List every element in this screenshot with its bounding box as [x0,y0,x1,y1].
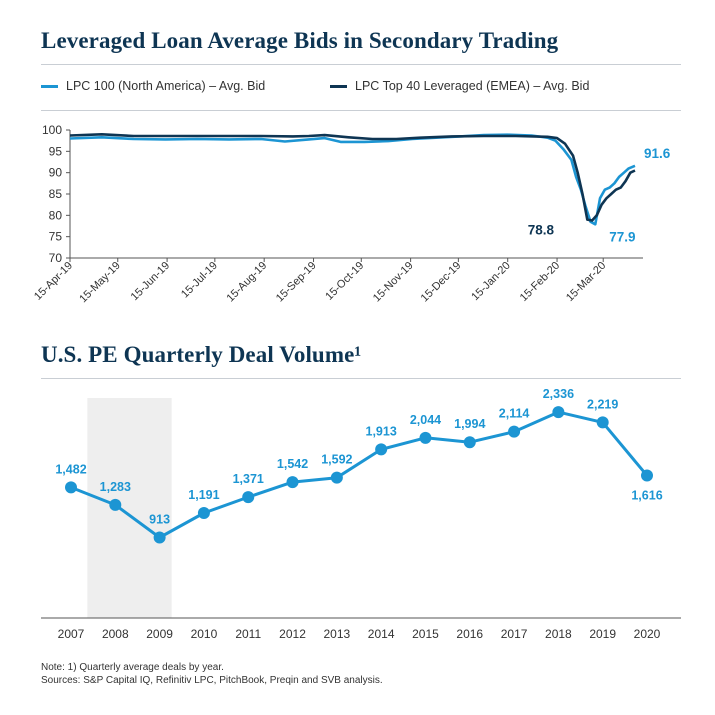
data-label: 1,616 [631,489,662,503]
x-tick-label: 2019 [589,627,616,641]
x-tick-label: 2014 [368,627,395,641]
data-point [596,416,609,429]
data-point [330,471,343,484]
x-tick-label: 2018 [545,627,572,641]
leveraged-loan-chart: 70 75 80 85 90 95 100 15-Apr-19 15-May-19 15-Jun-… [32,123,671,306]
data-label: 2,044 [410,413,441,427]
data-label: 1,542 [277,457,308,471]
data-label: 1,482 [55,462,86,476]
annotation-label: 77.9 [609,229,635,244]
x-tick-label: 2008 [102,627,129,641]
legend-item-lpc100: LPC 100 (North America) – Avg. Bid [41,79,265,93]
y-tick-label: 90 [49,166,63,180]
data-point [65,481,77,494]
legend-label-lpc40: LPC Top 40 Leveraged (EMEA) – Avg. Bid [355,79,590,93]
data-point [109,498,122,511]
x-tick-label: 15-May-19 [77,260,123,306]
footnote: Note: 1) Quarterly average deals by year… [41,662,224,673]
chart2-title-divider [41,378,681,379]
data-label: 2,336 [543,387,574,401]
y-tick-label: 85 [49,187,63,201]
chart1-title-divider [41,64,681,65]
y-tick-label: 80 [49,208,63,222]
chart1-title: Leveraged Loan Average Bids in Secondary… [41,28,559,53]
data-label: 913 [149,513,170,527]
x-tick-label: 2010 [191,627,218,641]
x-tick-label: 2017 [501,627,528,641]
annotation-label: 91.6 [644,146,671,161]
data-label: 1,913 [366,424,397,438]
x-tick-label: 2007 [58,627,85,641]
x-tick-label: 2020 [634,627,661,641]
x-tick-label: 2013 [323,627,350,641]
legend-swatch-navy [330,84,347,88]
chart2-title: U.S. PE Quarterly Deal Volume¹ [41,342,362,367]
data-point [508,425,521,438]
data-label: 1,371 [233,472,264,486]
series-line-lpc100 [69,133,636,226]
pe-deal-volume-chart: 1,482 2007 1,283 2008 913 2009 1,191 2010 1,371 2… [41,387,681,641]
x-tick-label: 15-Jun-19 [129,260,173,304]
data-point [375,443,388,456]
x-tick-label: 15-Jul-19 [179,260,220,301]
legend-divider [41,110,681,111]
x-tick-label: 15-Apr-19 [32,260,75,303]
deal-volume-line [70,410,649,539]
recession-shading [87,398,172,618]
data-label: 1,283 [100,480,131,494]
series-line-lpc40 [69,132,636,222]
data-label: 2,114 [499,407,530,421]
legend-swatch-light-blue [41,84,58,88]
x-tick-label: 2009 [146,627,173,641]
x-tick-label: 15-Dec-19 [419,260,464,305]
data-label: 1,994 [454,417,485,431]
legend-item-lpc40: LPC Top 40 Leveraged (EMEA) – Avg. Bid [330,79,589,93]
x-tick-label: 15-Jan-20 [469,260,513,304]
x-tick-label: 15-Oct-19 [323,260,366,303]
x-tick-label: 15-Feb-20 [518,260,562,304]
x-tick-label: 2016 [456,627,483,641]
data-point [463,436,476,449]
data-point [419,431,432,444]
legend-label-lpc100: LPC 100 (North America) – Avg. Bid [66,79,266,93]
y-tick-label: 100 [42,123,62,137]
x-tick-label: 15-Nov-19 [371,260,416,305]
x-tick-label: 15-Mar-20 [564,260,608,304]
x-tick-label: 2011 [235,627,261,641]
data-point [153,531,166,544]
data-label: 1,592 [321,453,352,467]
x-tick-label: 15-Sep-19 [274,260,319,305]
x-tick-label: 15-Aug-19 [224,260,269,305]
data-point [641,469,653,482]
y-tick-label: 95 [49,144,63,158]
y-tick-label: 70 [49,251,63,265]
data-point [286,476,299,489]
y-tick-label: 75 [49,230,63,244]
sources-note: Sources: S&P Capital IQ, Refinitiv LPC, … [41,675,383,686]
data-label: 1,191 [188,488,219,502]
x-tick-label: 2015 [412,627,439,641]
annotation-label: 78.8 [528,222,555,237]
data-point [197,507,210,520]
data-point [552,406,565,419]
data-point [242,491,255,504]
data-label: 2,219 [587,397,618,411]
x-tick-label: 2012 [279,627,306,641]
